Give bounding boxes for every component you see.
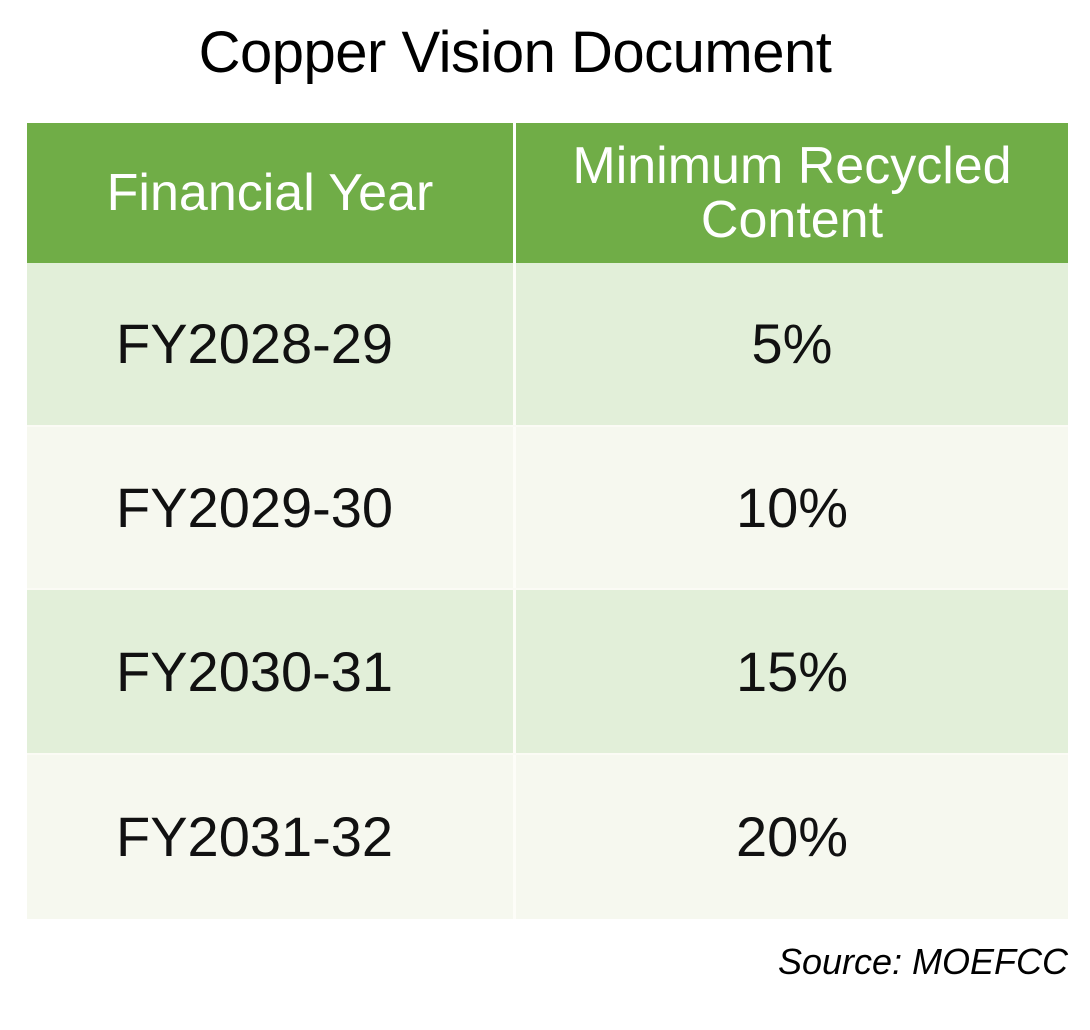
table-cell-content: 10% [516,427,1068,588]
column-divider [513,590,516,753]
column-divider [513,123,516,263]
header-minimum-recycled-content: Minimum Recycled Content [516,123,1068,263]
header-label: Minimum Recycled Content [572,137,1012,249]
source-note: Source: MOEFCC [777,941,1068,982]
row-divider [27,425,1068,427]
row-divider [27,588,1068,590]
table-cell-year: FY2029-30 [27,427,513,588]
column-divider [513,427,516,588]
header-financial-year: Financial Year [27,123,513,263]
table-cell-content: 5% [516,263,1068,425]
document-title: Copper Vision Document [198,20,832,85]
table-cell-content: 20% [516,755,1068,919]
table-cell-year: FY2030-31 [27,590,513,753]
table-cell-content: 15% [516,590,1068,753]
recycled-content-table: Financial Year Minimum Recycled Content … [27,123,1068,919]
column-divider [513,263,516,425]
column-divider [513,755,516,919]
row-divider [27,753,1068,755]
table-cell-year: FY2031-32 [27,755,513,919]
table-cell-year: FY2028-29 [27,263,513,425]
